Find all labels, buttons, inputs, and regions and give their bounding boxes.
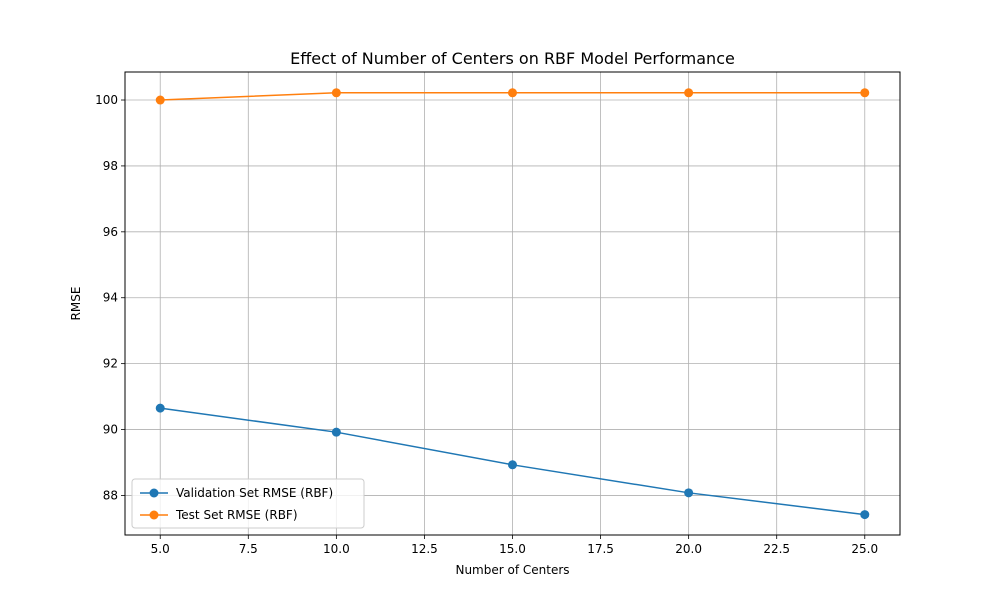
legend-entry: Validation Set RMSE (RBF) [140,486,333,500]
legend-box [131,478,365,529]
y-tick-label: 88 [103,488,118,502]
legend-entries: Validation Set RMSE (RBF) Test Set RMSE (… [140,486,333,522]
legend-entry: Test Set RMSE (RBF) [140,508,298,522]
x-tick-label: 10.0 [323,542,350,556]
x-tick-label: 25.0 [851,542,878,556]
data-point [860,510,870,520]
legend-label: Test Set RMSE (RBF) [175,508,298,522]
series-1 [155,403,870,520]
data-point [331,427,341,437]
series-layer [155,88,870,520]
data-point [508,88,517,98]
series-2 [155,88,870,105]
data-point [331,88,341,98]
x-tick-label: 17.5 [587,542,614,556]
legend-marker [149,488,159,498]
legend: Validation Set RMSE (RBF) Test Set RMSE (… [131,478,365,529]
x-tick-label: 7.5 [239,542,258,556]
y-tick-label: 92 [103,357,118,371]
y-tick-label: 98 [103,159,118,173]
x-tick-label: 20.0 [675,542,702,556]
y-tick-label: 100 [95,93,118,107]
x-tick-label: 5.0 [151,542,170,556]
x-tick-label: 12.5 [411,542,438,556]
y-axis-label: RMSE [69,287,83,321]
x-tick-label: 15.0 [499,542,526,556]
y-tick-label: 90 [103,423,118,437]
data-point [508,460,517,470]
x-axis-label: Number of Centers [455,563,569,577]
data-point [684,88,694,98]
y-tick-label: 96 [103,225,118,239]
y-tick-label: 94 [103,291,118,305]
legend-label: Validation Set RMSE (RBF) [176,486,333,500]
grid-layer [125,72,900,535]
data-point [155,95,165,105]
data-point [684,488,694,498]
chart-title: Effect of Number of Centers on RBF Model… [290,49,735,68]
x-tick-label: 22.5 [763,542,790,556]
data-point [155,403,165,413]
data-point [860,88,870,98]
legend-marker [149,510,159,520]
tick-layer: 5.0 7.5 10.0 12.5 15.0 17.5 20.0 22.5 25.0 88 90 92… [95,93,878,556]
